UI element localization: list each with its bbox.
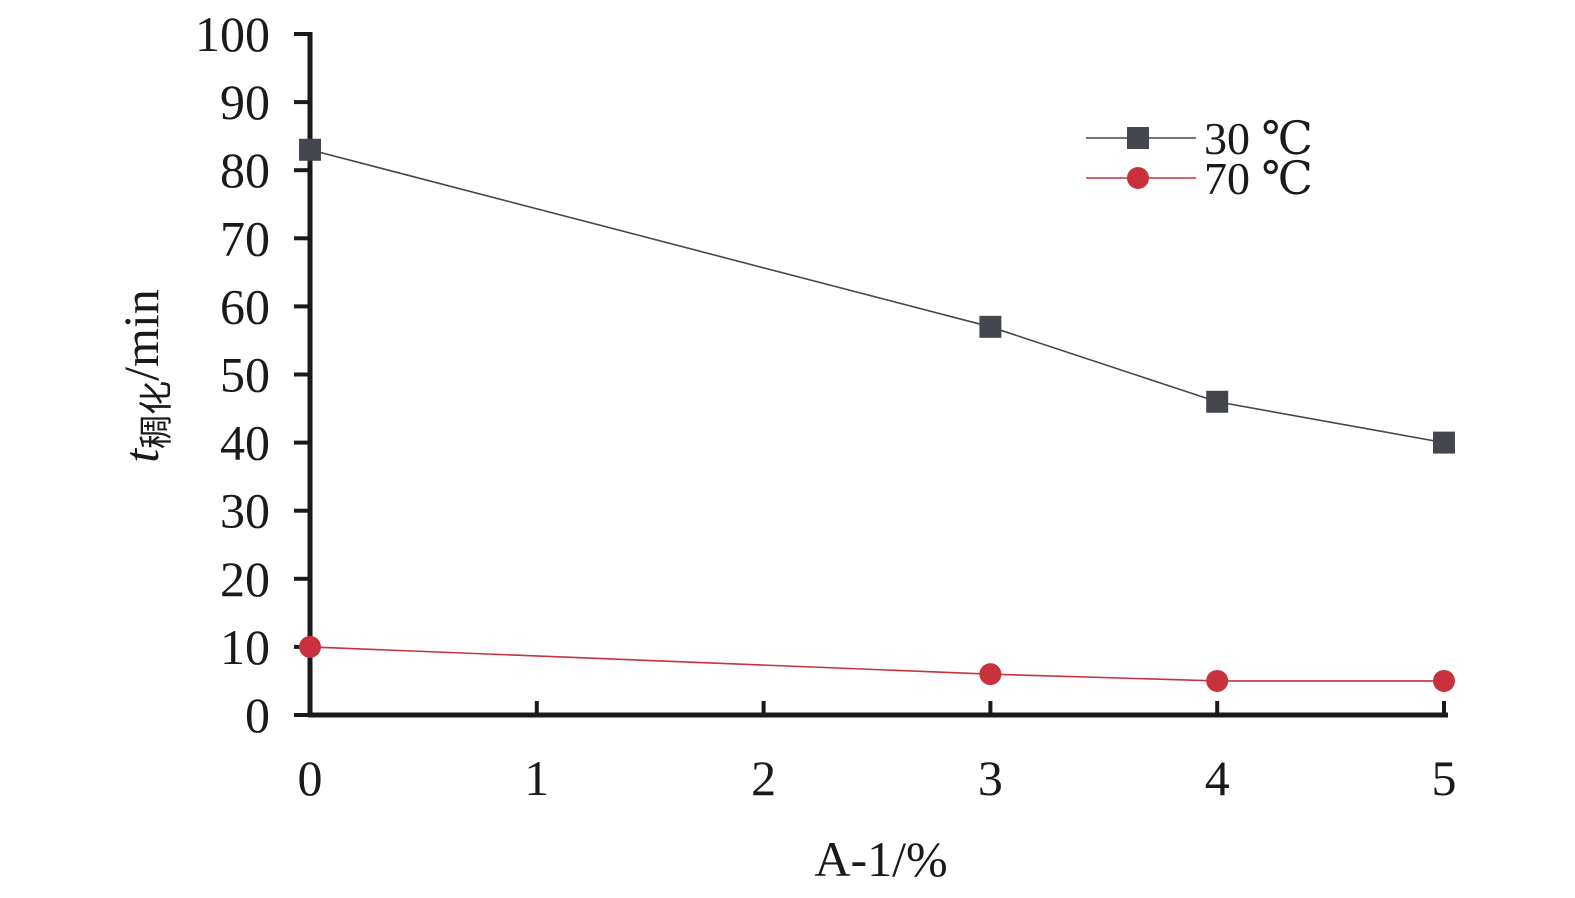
x-tick-label: 2 [751, 750, 776, 806]
y-axis-title-main: t [113, 448, 169, 463]
data-point-square [979, 315, 1002, 338]
y-tick-label: 60 [220, 278, 270, 334]
y-ticks: 0 10 20 30 40 50 60 70 80 90 100 [195, 6, 310, 743]
x-axis-title: A-1/% [814, 831, 947, 887]
data-point-square [1433, 431, 1455, 454]
x-tick-label: 5 [1432, 750, 1457, 806]
x-tick-label: 0 [298, 750, 323, 806]
y-tick-label: 50 [220, 347, 270, 403]
series-line [309, 646, 1444, 682]
y-axis-title-subscript: 稠化 [138, 381, 176, 449]
legend-marker-circle [1127, 167, 1149, 189]
series-1 [299, 138, 1455, 454]
y-axis-title: t稠化/min [113, 289, 176, 463]
data-point-circle [1206, 669, 1229, 692]
data-point-circle [979, 663, 1002, 686]
data-point-circle [1433, 669, 1455, 692]
y-tick-label: 80 [220, 142, 270, 198]
legend-label: 30 ℃ [1204, 113, 1313, 164]
y-tick-label: 10 [220, 619, 270, 675]
y-tick-label: 70 [220, 210, 270, 266]
y-tick-label: 40 [220, 415, 270, 471]
legend-item: 30 ℃ [1086, 113, 1313, 164]
x-tick-label: 4 [1205, 750, 1230, 806]
x-tick-label: 1 [524, 750, 549, 806]
data-point-circle [299, 635, 321, 658]
legend-item: 70 ℃ [1086, 153, 1313, 204]
series-2 [299, 635, 1455, 692]
y-axis-title-unit: /min [113, 289, 169, 381]
y-tick-label: 90 [220, 74, 270, 130]
legend: 30 ℃70 ℃ [1086, 113, 1313, 204]
legend-marker-square [1127, 127, 1149, 149]
y-tick-label: 100 [195, 6, 270, 62]
y-tick-label: 30 [220, 483, 270, 539]
series-line [309, 148, 1445, 444]
legend-label: 70 ℃ [1204, 153, 1313, 204]
data-point-square [299, 138, 321, 161]
series [299, 138, 1455, 692]
y-tick-label: 20 [220, 551, 270, 607]
x-tick-label: 3 [978, 750, 1003, 806]
data-point-square [1206, 390, 1229, 413]
y-tick-label: 0 [245, 687, 270, 743]
x-ticks: 0 1 2 3 4 5 [298, 701, 1457, 806]
